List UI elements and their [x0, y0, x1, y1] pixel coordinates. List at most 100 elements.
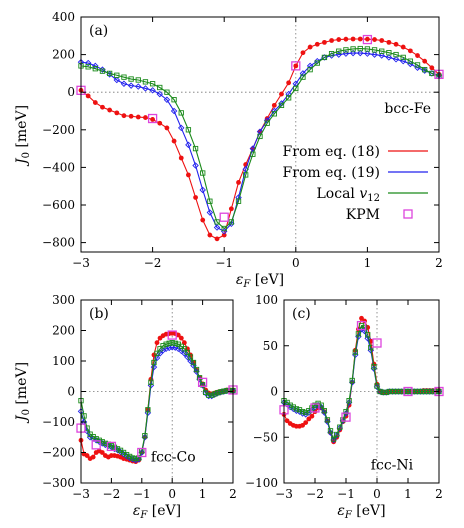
point-local-v12 [324, 417, 331, 423]
y-tick-label: 0 [67, 385, 75, 399]
series-eq19 [77, 344, 237, 464]
y-tick-label: 100 [255, 293, 278, 307]
point-eq19 [156, 350, 164, 357]
point-eq18 [207, 232, 213, 238]
point-eq19 [399, 57, 407, 65]
y-tick-label: −400 [42, 160, 75, 174]
point-eq18 [307, 44, 313, 50]
point-local-v12 [427, 388, 433, 395]
point-eq18 [393, 41, 399, 47]
y-tick-label: −600 [42, 198, 75, 212]
point-eq19 [141, 434, 149, 441]
point-local-v12 [422, 66, 428, 73]
point-local-v12 [221, 225, 227, 232]
point-eq19 [202, 389, 209, 397]
point-eq18 [300, 50, 306, 56]
point-eq18 [236, 180, 241, 185]
point-local-v12 [402, 388, 408, 395]
point-local-v12 [328, 51, 335, 57]
point-local-v12 [151, 359, 157, 366]
point-local-v12 [337, 424, 343, 430]
point-eq19 [392, 56, 400, 63]
point-eq18 [379, 38, 385, 43]
point-local-v12 [383, 389, 389, 396]
point-eq19 [163, 96, 171, 103]
point-local-v12 [128, 76, 134, 82]
point-eq18 [154, 340, 160, 346]
x-axis-title: εF [eV] [133, 503, 181, 521]
point-eq19 [333, 432, 340, 439]
point-local-v12 [350, 46, 356, 52]
point-eq19 [321, 409, 328, 416]
x-axis-title: εF [eV] [236, 272, 284, 290]
point-eq18 [300, 422, 305, 428]
point-kpm [341, 412, 351, 422]
x-tick-label: −2 [103, 487, 121, 501]
legend-item-eq19: From eq. (19) [283, 165, 428, 181]
y-tick-label: 0 [270, 385, 278, 399]
point-local-v12 [130, 455, 136, 461]
point-local-v12 [340, 417, 346, 423]
point-eq18 [359, 315, 364, 321]
point-kpm [167, 330, 177, 340]
point-eq18 [357, 36, 363, 42]
legend-item-local-v12: Local v12 [317, 186, 428, 204]
point-eq19 [285, 90, 292, 98]
point-local-v12 [206, 392, 212, 398]
panel-c: −3 −2 −1 0 1 2 −100 −50 0 50 100 (c) fcc-Ni εF [eV] [245, 293, 444, 521]
y-tick-label: 400 [52, 10, 75, 24]
point-eq18 [293, 63, 299, 69]
y-tick-label: −50 [253, 430, 278, 444]
point-eq18 [128, 113, 134, 119]
series-local-v12 [78, 45, 442, 232]
x-tick-label: 1 [404, 487, 412, 501]
point-local-v12 [321, 54, 328, 61]
point-eq18 [306, 416, 312, 422]
point-local-v12 [136, 455, 142, 461]
point-kpm [403, 386, 413, 397]
point-eq19 [199, 382, 206, 389]
point-eq19 [127, 82, 135, 89]
point-local-v12 [181, 346, 188, 352]
point-eq19 [249, 145, 257, 152]
point-eq18 [193, 195, 198, 200]
point-local-v12 [202, 389, 209, 396]
point-eq18 [429, 65, 435, 71]
y-tick-label: 200 [52, 324, 75, 338]
point-local-v12 [330, 436, 337, 442]
point-eq18 [309, 413, 315, 419]
point-local-v12 [142, 433, 148, 439]
point-eq18 [343, 36, 349, 42]
y-tick-label: −200 [42, 446, 75, 460]
x-tick-label: −3 [275, 487, 293, 501]
point-local-v12 [371, 47, 378, 53]
point-eq19 [378, 52, 385, 59]
point-kpm [362, 34, 373, 45]
point-local-v12 [114, 72, 120, 78]
panel-label: (c) [292, 306, 311, 322]
point-eq19 [185, 141, 192, 149]
point-eq19 [349, 49, 357, 57]
point-eq19 [192, 162, 199, 169]
panel-b: −3 −2 −1 0 1 2 −300 −200 −100 0 100 200 300 (b) fcc-Co… [14, 293, 238, 521]
x-tick-label: 2 [435, 487, 443, 501]
x-tick-label: 0 [373, 487, 381, 501]
point-local-v12 [193, 366, 200, 373]
point-eq18 [186, 172, 191, 178]
y-tick-label: −800 [42, 236, 75, 250]
point-eq18 [284, 418, 290, 424]
point-eq18 [157, 120, 163, 126]
point-local-v12 [349, 377, 355, 384]
point-eq19 [150, 363, 158, 371]
material-label: bcc-Fe [384, 101, 431, 117]
legend-label: Local v12 [317, 186, 381, 204]
point-local-v12 [417, 388, 424, 395]
point-local-v12 [334, 431, 340, 438]
point-eq19 [364, 335, 371, 342]
point-local-v12 [343, 47, 349, 53]
point-eq19 [213, 224, 221, 231]
point-local-v12 [145, 407, 151, 413]
point-local-v12 [414, 62, 421, 68]
x-tick-label: −3 [72, 256, 90, 270]
point-local-v12 [379, 48, 385, 54]
